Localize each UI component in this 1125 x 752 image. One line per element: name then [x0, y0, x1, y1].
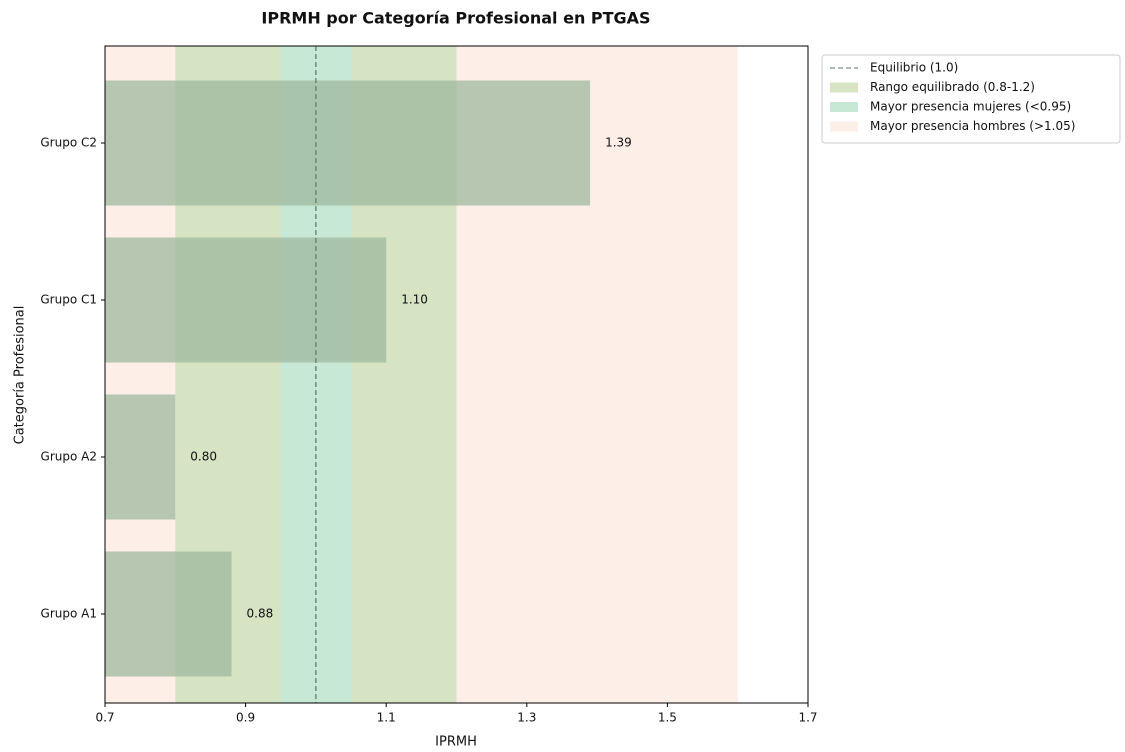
x-tick-label: 1.7	[798, 711, 817, 725]
value-label: 1.10	[401, 293, 428, 307]
legend-label: Equilibrio (1.0)	[870, 61, 958, 75]
plot-frame	[104, 45, 809, 704]
x-tick-label: 1.3	[517, 711, 536, 725]
value-label: 0.88	[247, 607, 274, 621]
y-axis-label: Categoría Profesional	[13, 306, 28, 445]
value-label: 0.80	[190, 450, 217, 464]
bar	[105, 237, 387, 363]
bar	[105, 551, 232, 677]
x-tick-label: 0.7	[95, 711, 114, 725]
x-tick-label: 0.9	[236, 711, 255, 725]
legend-box	[821, 54, 1121, 144]
bar	[105, 394, 176, 520]
legend-swatch	[830, 121, 858, 132]
y-tick-label: Grupo C2	[40, 136, 97, 150]
legend-label: Mayor presencia hombres (>1.05)	[870, 119, 1075, 133]
y-tick-label: Grupo A2	[41, 450, 97, 464]
legend-label: Mayor presencia mujeres (<0.95)	[870, 100, 1071, 114]
x-tick-label: 1.1	[377, 711, 396, 725]
x-axis-label: IPRMH	[435, 735, 477, 750]
legend-swatch	[830, 102, 858, 112]
bar	[105, 80, 591, 206]
x-tick-label: 1.5	[658, 711, 677, 725]
y-tick-label: Grupo A1	[41, 607, 97, 621]
legend-swatch	[830, 82, 858, 93]
value-label: 1.39	[605, 136, 632, 150]
chart-title: IPRMH por Categoría Profesional en PTGAS	[261, 9, 650, 28]
y-tick-label: Grupo C1	[40, 293, 97, 307]
legend-label: Rango equilibrado (0.8-1.2)	[870, 80, 1035, 94]
